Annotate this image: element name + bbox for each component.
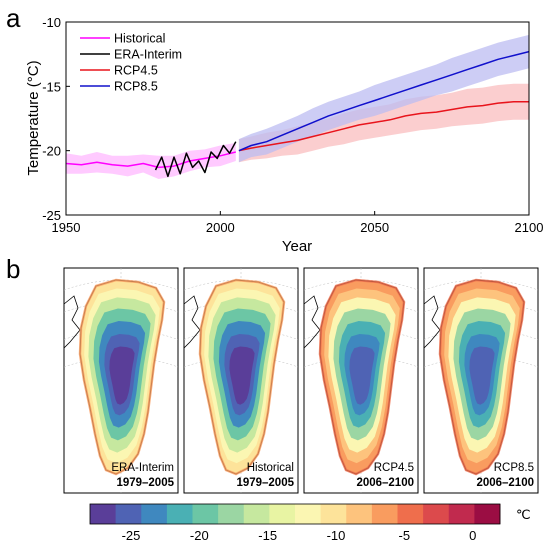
legend-label-rcp8-5: RCP8.5 xyxy=(114,80,158,94)
series-line-rcp8-5 xyxy=(238,50,530,152)
graticule-line xyxy=(423,279,539,291)
map-label: Historical xyxy=(247,462,294,474)
colorbar-cells xyxy=(90,504,501,524)
panel-label-a: a xyxy=(6,3,21,33)
x-axis-ticks: 1950 2000 2050 2100 xyxy=(52,211,544,235)
colorbar-frame xyxy=(89,503,501,525)
colorbar-cell xyxy=(90,504,117,524)
series-line-rcp4-5 xyxy=(238,101,529,152)
map-period: 2006–2100 xyxy=(356,477,414,489)
colorbar-unit: ℃ xyxy=(516,507,531,522)
graticule-line xyxy=(63,301,179,313)
colorbar-tick-label: -25 xyxy=(122,528,141,543)
colorbar-tick-label: -20 xyxy=(190,528,209,543)
series-line-era-interim xyxy=(154,141,237,178)
colorbar-cell xyxy=(115,504,142,524)
graticule-line xyxy=(423,301,539,313)
temperature-zone xyxy=(109,346,135,405)
y-axis-ticks: -25 -20 -15 -10 xyxy=(42,15,70,223)
map-panel-rcp8-5: RCP8.5 2006–2100 xyxy=(423,267,539,494)
colorbar-tick-label: -10 xyxy=(327,528,346,543)
colorbar-tick-label: 0 xyxy=(469,528,476,543)
map-panels: ERA-Interim 1979–2005 Historical 1979–2005 R… xyxy=(63,267,539,494)
graticule-line xyxy=(63,356,179,368)
map-panel-historical: Historical 1979–2005 xyxy=(183,267,299,494)
x-tick-label: 2050 xyxy=(360,220,389,235)
colorbar-cell xyxy=(269,504,296,524)
colorbar-ticks: -25 -20 -15 -10 -5 0 xyxy=(122,528,477,543)
legend: Historical ERA-Interim RCP4.5 RCP8.5 xyxy=(80,32,182,94)
x-tick-label: 1950 xyxy=(52,220,81,235)
colorbar-cell xyxy=(295,504,322,524)
uncertainty-bands xyxy=(66,34,529,179)
colorbar-cell xyxy=(371,504,398,524)
graticule-line xyxy=(63,279,179,291)
band-rcp8-5 xyxy=(238,34,529,163)
map-period: 2006–2100 xyxy=(476,477,534,489)
colorbar-tick-label: -15 xyxy=(258,528,277,543)
graticule-line xyxy=(303,356,419,368)
panel-label-b: b xyxy=(6,254,20,284)
colorbar-cell xyxy=(141,504,168,524)
legend-label-rcp4-5: RCP4.5 xyxy=(114,64,158,78)
y-axis-label: Temperature (°C) xyxy=(25,60,42,175)
coastal-rim xyxy=(78,278,166,476)
colorbar-cell xyxy=(166,504,193,524)
series-line-historical xyxy=(65,151,236,169)
colorbar-cell xyxy=(218,504,245,524)
graticule-line xyxy=(303,329,419,340)
map-period: 1979–2005 xyxy=(236,477,294,489)
coastal-rim xyxy=(198,278,286,476)
colorbar-cell xyxy=(320,504,347,524)
colorbar-cell xyxy=(192,504,219,524)
series-lines xyxy=(65,50,530,178)
legend-label-era-interim: ERA-Interim xyxy=(114,48,182,62)
y-tick-label: -15 xyxy=(42,79,61,94)
y-tick-label: -25 xyxy=(42,208,61,223)
y-tick-label: -10 xyxy=(42,15,61,30)
neighbor-coastline xyxy=(63,295,81,349)
map-label: RCP4.5 xyxy=(374,462,414,474)
temperature-zone xyxy=(229,346,255,405)
graticule-line xyxy=(183,329,299,340)
graticule-line xyxy=(63,329,179,340)
neighbor-coastline xyxy=(183,295,201,349)
band-historical xyxy=(66,142,236,179)
colorbar-tick-label: -5 xyxy=(399,528,411,543)
x-tick-label: 2100 xyxy=(515,220,544,235)
graticule-line xyxy=(303,279,419,291)
temperature-zone xyxy=(349,346,375,405)
colorbar: -25 -20 -15 -10 -5 0 ℃ xyxy=(89,503,531,543)
graticule-line xyxy=(183,279,299,291)
graticule-line xyxy=(423,356,539,368)
map-label: RCP8.5 xyxy=(494,462,534,474)
map-panel-rcp4-5: RCP4.5 2006–2100 xyxy=(303,267,419,494)
colorbar-cell xyxy=(423,504,450,524)
y-tick-label: -20 xyxy=(42,144,61,159)
colorbar-cell xyxy=(243,504,270,524)
colorbar-cell xyxy=(346,504,373,524)
neighbor-coastline xyxy=(303,295,321,349)
neighbor-coastline xyxy=(423,295,441,349)
map-panel-era-interim: ERA-Interim 1979–2005 xyxy=(63,267,179,494)
coastal-rim xyxy=(318,278,406,476)
colorbar-cell xyxy=(448,504,475,524)
legend-label-historical: Historical xyxy=(114,32,165,46)
colorbar-cell xyxy=(397,504,424,524)
colorbar-cell xyxy=(474,504,501,524)
x-axis-label: Year xyxy=(282,238,312,255)
map-label: ERA-Interim xyxy=(111,462,174,474)
temperature-zone xyxy=(469,346,495,405)
plot-frame xyxy=(65,21,530,216)
coastal-rim xyxy=(438,278,526,476)
x-tick-label: 2000 xyxy=(206,220,235,235)
graticule-line xyxy=(423,329,539,340)
graticule-line xyxy=(303,301,419,313)
graticule-line xyxy=(183,301,299,313)
band-rcp4-5 xyxy=(238,83,529,163)
map-period: 1979–2005 xyxy=(116,477,174,489)
graticule-line xyxy=(183,356,299,368)
temperature-timeseries-chart: 1950 2000 2050 2100 -25 -20 -15 -10 Year Tempe… xyxy=(25,15,543,255)
